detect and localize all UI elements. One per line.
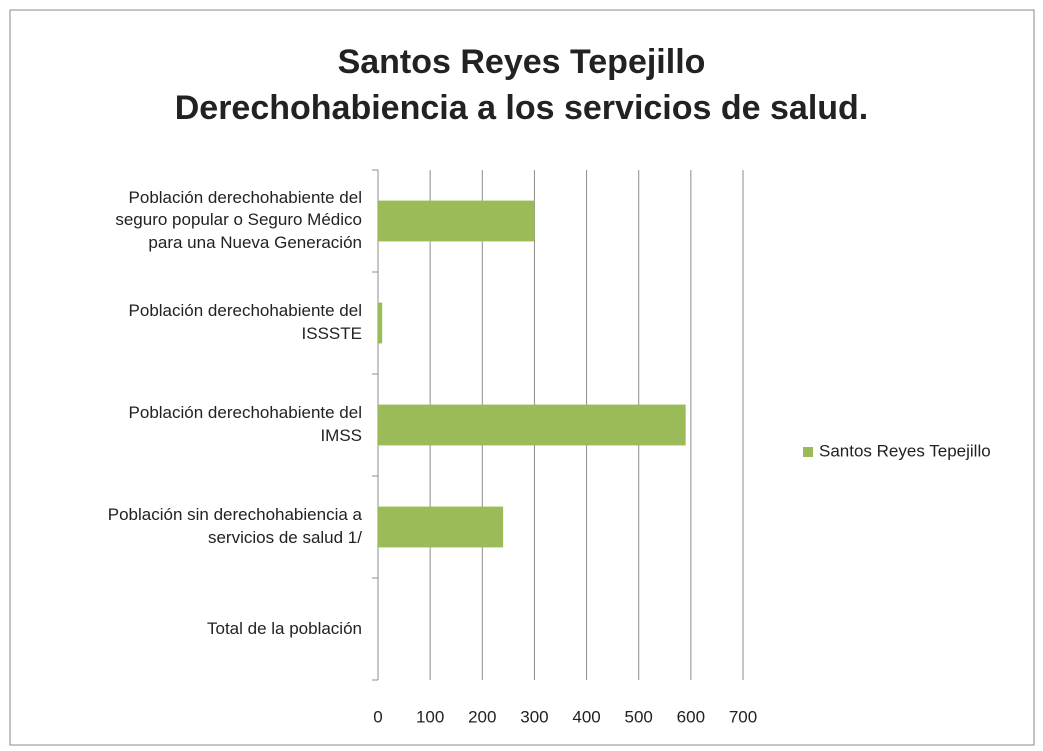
bar [378, 506, 504, 548]
y-tick-label: Población sin derechohabiencia a servici… [107, 505, 362, 547]
y-tick-label: Total de la población [206, 618, 362, 638]
x-tick-label: 0 [373, 707, 382, 726]
y-tick-label: Población derechohabiente del seguro pop… [115, 187, 362, 253]
y-tick-label: Población derechohabiente del ISSSTE [128, 301, 362, 343]
bar [378, 302, 383, 344]
x-tick-label: 100 [416, 707, 444, 726]
x-tick-label: 500 [625, 707, 653, 726]
x-tick-label: 600 [677, 707, 705, 726]
frame [9, 9, 1035, 746]
x-tick-label: 400 [572, 707, 600, 726]
bar [378, 200, 535, 242]
chart-title: Santos Reyes Tepejillo Derechohabiencia … [174, 43, 869, 127]
x-tick-label: 300 [520, 707, 548, 726]
bar [378, 404, 686, 446]
x-tick-label: 200 [468, 707, 496, 726]
x-tick-label: 700 [729, 707, 757, 726]
y-tick-label: Población derechohabiente del IMSS [128, 403, 362, 445]
legend-label: Santos Reyes Tepejillo [819, 441, 991, 460]
legend-swatch [803, 447, 813, 457]
